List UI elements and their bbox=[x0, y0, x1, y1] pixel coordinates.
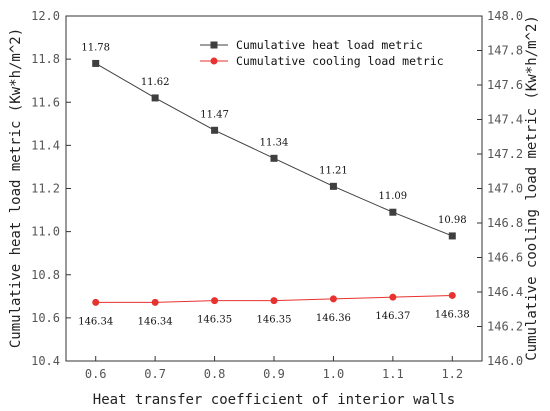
data-label: 11.47 bbox=[200, 109, 229, 120]
right-tick-label: 146.6 bbox=[487, 251, 523, 265]
data-point bbox=[389, 293, 397, 301]
x-tick-label: 1.1 bbox=[382, 367, 404, 381]
left-tick-label: 11.0 bbox=[31, 225, 60, 239]
right-tick-label: 147.6 bbox=[487, 78, 523, 92]
data-point bbox=[92, 59, 100, 67]
data-label: 146.35 bbox=[257, 315, 292, 326]
data-point bbox=[329, 295, 337, 303]
legend-marker-1 bbox=[210, 41, 218, 49]
left-tick-label: 10.6 bbox=[31, 311, 60, 325]
x-tick-label: 1.0 bbox=[323, 367, 345, 381]
data-label: 11.62 bbox=[141, 77, 170, 88]
data-point bbox=[211, 297, 219, 305]
right-axis-title: Cumulative cooling load metric (Kw*h/m^2… bbox=[524, 15, 540, 361]
legend-marker-2 bbox=[210, 57, 218, 65]
data-label: 146.37 bbox=[375, 311, 410, 322]
data-label: 146.38 bbox=[435, 309, 470, 320]
left-tick-label: 11.6 bbox=[31, 95, 60, 109]
right-tick-label: 147.8 bbox=[487, 44, 523, 58]
data-point bbox=[151, 94, 159, 102]
right-tick-label: 146.2 bbox=[487, 320, 523, 334]
data-point bbox=[329, 182, 337, 190]
left-tick-label: 11.8 bbox=[31, 52, 60, 66]
data-point bbox=[211, 126, 219, 134]
data-label: 11.21 bbox=[319, 165, 348, 176]
x-tick-label: 0.7 bbox=[144, 367, 166, 381]
series-line-1 bbox=[95, 63, 453, 237]
data-point bbox=[389, 208, 397, 216]
data-point bbox=[270, 154, 278, 162]
data-point bbox=[151, 298, 159, 306]
right-tick-label: 146.4 bbox=[487, 285, 523, 299]
data-point bbox=[448, 291, 456, 299]
data-label: 11.78 bbox=[81, 42, 110, 53]
legend-label-1: Cumulative heat load metric bbox=[236, 38, 423, 52]
data-label: 146.35 bbox=[197, 315, 232, 326]
x-tick-label: 0.9 bbox=[263, 367, 285, 381]
x-tick-label: 0.8 bbox=[204, 367, 226, 381]
data-label: 146.36 bbox=[316, 313, 351, 324]
left-tick-label: 11.4 bbox=[31, 138, 60, 152]
right-tick-label: 146.0 bbox=[487, 354, 523, 368]
right-tick-label: 148.0 bbox=[487, 9, 523, 23]
left-tick-label: 11.2 bbox=[31, 182, 60, 196]
right-tick-label: 147.2 bbox=[487, 147, 523, 161]
x-tick-label: 1.2 bbox=[441, 367, 463, 381]
data-label: 146.34 bbox=[138, 316, 173, 327]
data-label: 11.34 bbox=[260, 137, 289, 148]
data-label: 146.34 bbox=[78, 316, 113, 327]
left-tick-label: 12.0 bbox=[31, 9, 60, 23]
data-point bbox=[270, 297, 278, 305]
data-label: 10.98 bbox=[438, 215, 467, 226]
left-tick-label: 10.4 bbox=[31, 354, 60, 368]
right-tick-label: 147.0 bbox=[487, 182, 523, 196]
data-point bbox=[448, 232, 456, 240]
legend-label-2: Cumulative cooling load metric bbox=[236, 54, 444, 68]
x-tick-label: 0.6 bbox=[85, 367, 107, 381]
right-tick-label: 147.4 bbox=[487, 113, 523, 127]
left-axis-title: Cumulative heat load metric (Kw*h/m^2) bbox=[8, 28, 24, 348]
x-axis-title: Heat transfer coefficient of interior wa… bbox=[93, 392, 455, 408]
left-tick-label: 10.8 bbox=[31, 268, 60, 282]
right-tick-label: 146.8 bbox=[487, 216, 523, 230]
data-point bbox=[92, 298, 100, 306]
data-label: 11.09 bbox=[379, 191, 408, 202]
